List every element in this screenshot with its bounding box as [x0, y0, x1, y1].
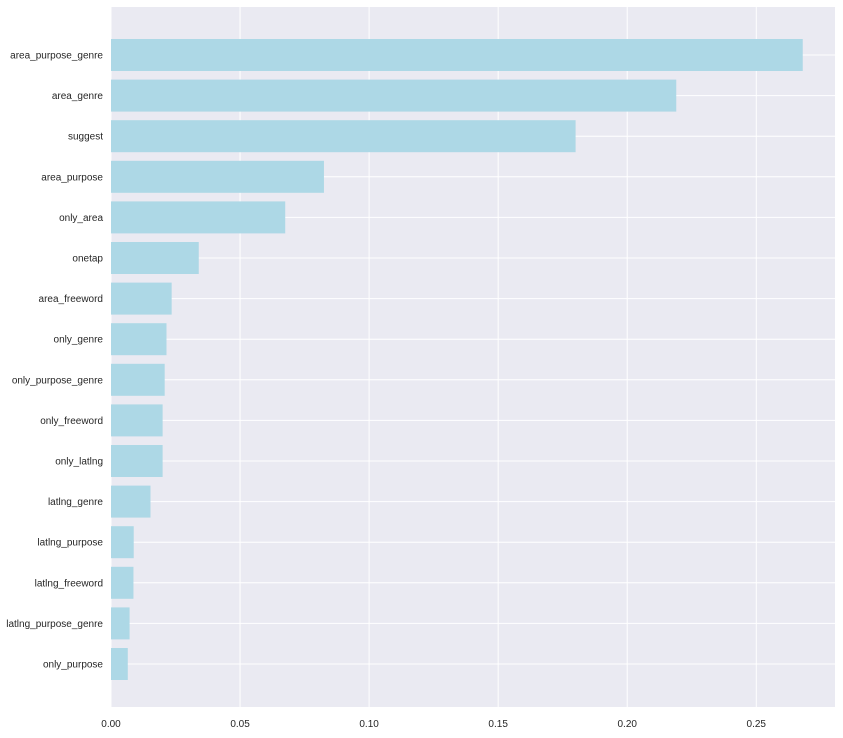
- x-tick-label: 0.10: [359, 719, 379, 730]
- bar-area-purpose: [111, 160, 324, 193]
- category-label: onetap: [72, 254, 103, 265]
- x-tick-label: 0.25: [747, 719, 767, 730]
- bar-only-purpose: [111, 648, 128, 680]
- bar-suggest: [111, 120, 576, 153]
- category-label: area_purpose_genre: [10, 51, 103, 62]
- bar-area-freeword: [111, 282, 172, 315]
- bar-latlng-purpose: [111, 526, 134, 559]
- plot-background: [111, 7, 835, 707]
- category-label: latlng_freeword: [35, 578, 103, 589]
- bar-area-genre: [111, 79, 677, 112]
- x-tick-label: 0.00: [101, 719, 121, 730]
- bar-only-area: [111, 201, 286, 234]
- bar-latlng-genre: [111, 485, 151, 518]
- bar-only-purpose-genre: [111, 363, 165, 396]
- bar-only-genre: [111, 323, 167, 356]
- bar-area-purpose-genre: [111, 39, 803, 71]
- category-label: area_freeword: [39, 294, 103, 305]
- category-label: latlng_purpose: [37, 538, 103, 549]
- category-label: only_latlng: [55, 457, 103, 468]
- category-label: only_area: [59, 213, 103, 224]
- bar-latlng-purpose-genre: [111, 607, 130, 640]
- bar-latlng-freeword: [111, 566, 134, 599]
- category-label: latlng_purpose_genre: [6, 619, 103, 630]
- x-tick-label: 0.20: [617, 719, 637, 730]
- category-label: latlng_genre: [48, 497, 103, 508]
- category-label: only_purpose: [43, 660, 103, 671]
- bars: [111, 39, 803, 680]
- category-label: only_freeword: [40, 416, 103, 427]
- bar-onetap: [111, 242, 199, 274]
- category-label: only_genre: [54, 335, 104, 346]
- x-tick-labels: 0.00 0.05 0.10 0.15 0.20 0.25: [101, 719, 766, 730]
- category-label: area_purpose: [41, 172, 103, 183]
- category-label: suggest: [68, 132, 103, 143]
- category-label: area_genre: [52, 91, 104, 102]
- category-label: only_purpose_genre: [12, 375, 104, 386]
- bar-only-latlng: [111, 445, 163, 477]
- bar-only-freeword: [111, 404, 163, 437]
- x-tick-label: 0.05: [230, 719, 250, 730]
- x-tick-label: 0.15: [488, 719, 508, 730]
